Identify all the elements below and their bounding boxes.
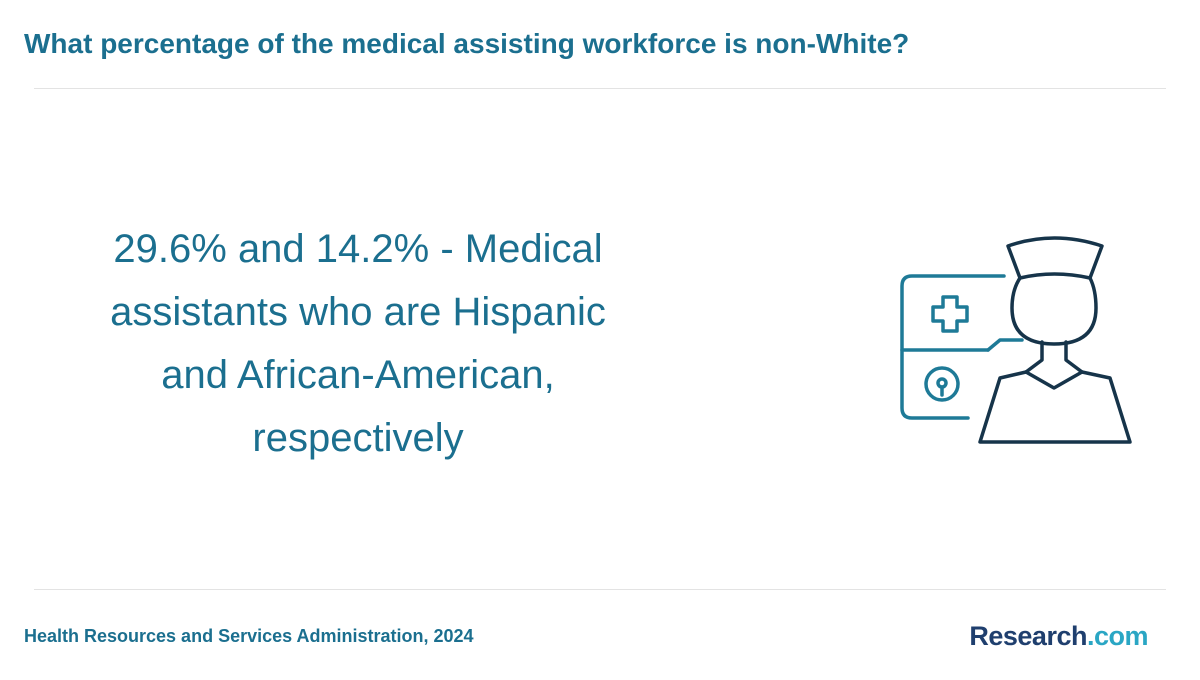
top-divider [34,88,1166,89]
stat-text: 29.6% and 14.2% - Medical assistants who… [110,227,606,460]
medical-cross-icon [931,295,969,333]
nurse-with-medical-chart-icon [900,236,1132,444]
page-title: What percentage of the medical assisting… [24,28,910,59]
bottom-divider [34,589,1166,590]
nurse-cap-icon [1006,236,1104,280]
medical-chart-icon [900,274,1024,420]
medical-badge-icon [924,366,960,402]
nurse-figure-icon [978,236,1132,444]
research-com-logo: Research.com [969,618,1148,654]
logo-tld-text: .com [1086,621,1149,651]
logo-brand-text: Research [969,621,1087,651]
source-citation: Health Resources and Services Administra… [24,626,474,646]
